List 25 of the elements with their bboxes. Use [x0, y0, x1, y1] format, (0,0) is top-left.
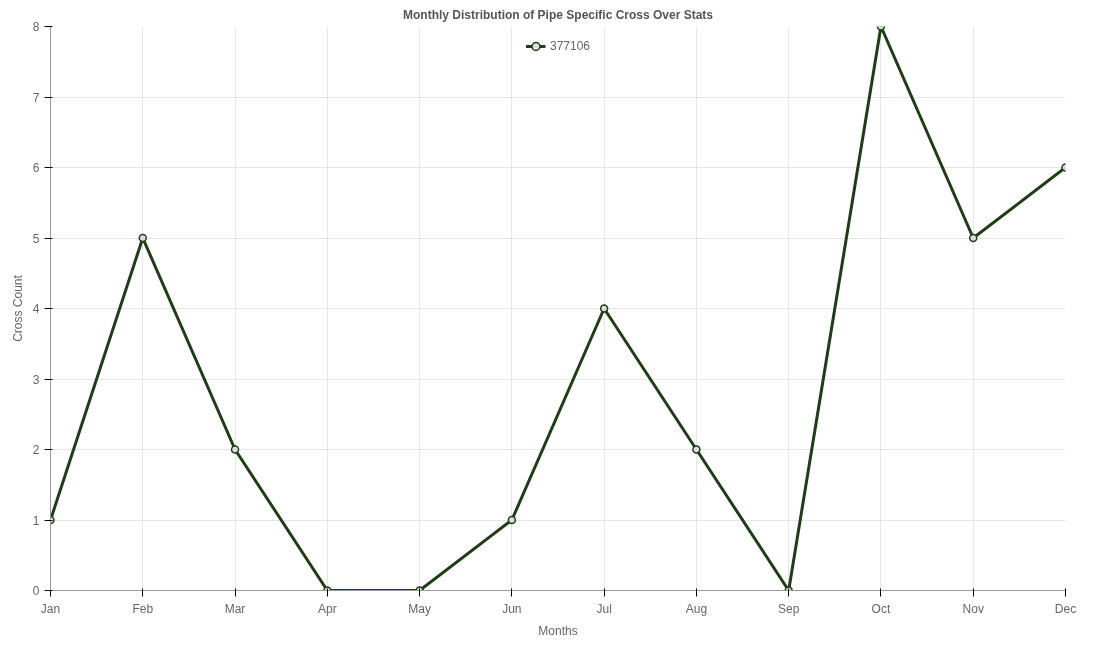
y-tick-label: 6 — [32, 161, 40, 175]
y-tick-label: 0 — [32, 584, 40, 598]
x-tick-label: Apr — [317, 601, 337, 616]
x-tick-label: Jan — [40, 601, 61, 616]
x-tick-label: Feb — [132, 601, 154, 616]
x-axis-title: Months — [538, 623, 578, 638]
y-tick-label: 1 — [32, 513, 40, 528]
y-tick-label: 3 — [32, 372, 40, 387]
y-tick-label: 4 — [32, 302, 40, 316]
y-tick-label: 5 — [32, 231, 40, 246]
y-tick-label: 8 — [32, 20, 40, 34]
legend-label: 377106 — [549, 39, 591, 53]
y-tick-label: 2 — [32, 443, 40, 457]
x-tick-label: Oct — [871, 601, 891, 616]
chart-title: Monthly Distribution of Pipe Specific Cross Over Stats — [402, 7, 714, 22]
x-tick-label: Jul — [596, 601, 612, 616]
x-tick-label: Sep — [778, 601, 800, 616]
x-tick-label: Nov — [962, 601, 984, 616]
y-tick-label: 7 — [32, 90, 40, 105]
x-tick-label: Jun — [502, 601, 522, 616]
y-axis-title: Cross Count — [10, 274, 25, 342]
x-tick-label: May — [408, 601, 431, 616]
x-tick-label: Aug — [685, 601, 708, 616]
x-tick-label: Dec — [1054, 601, 1077, 616]
x-tick-label: Mar — [224, 601, 246, 616]
